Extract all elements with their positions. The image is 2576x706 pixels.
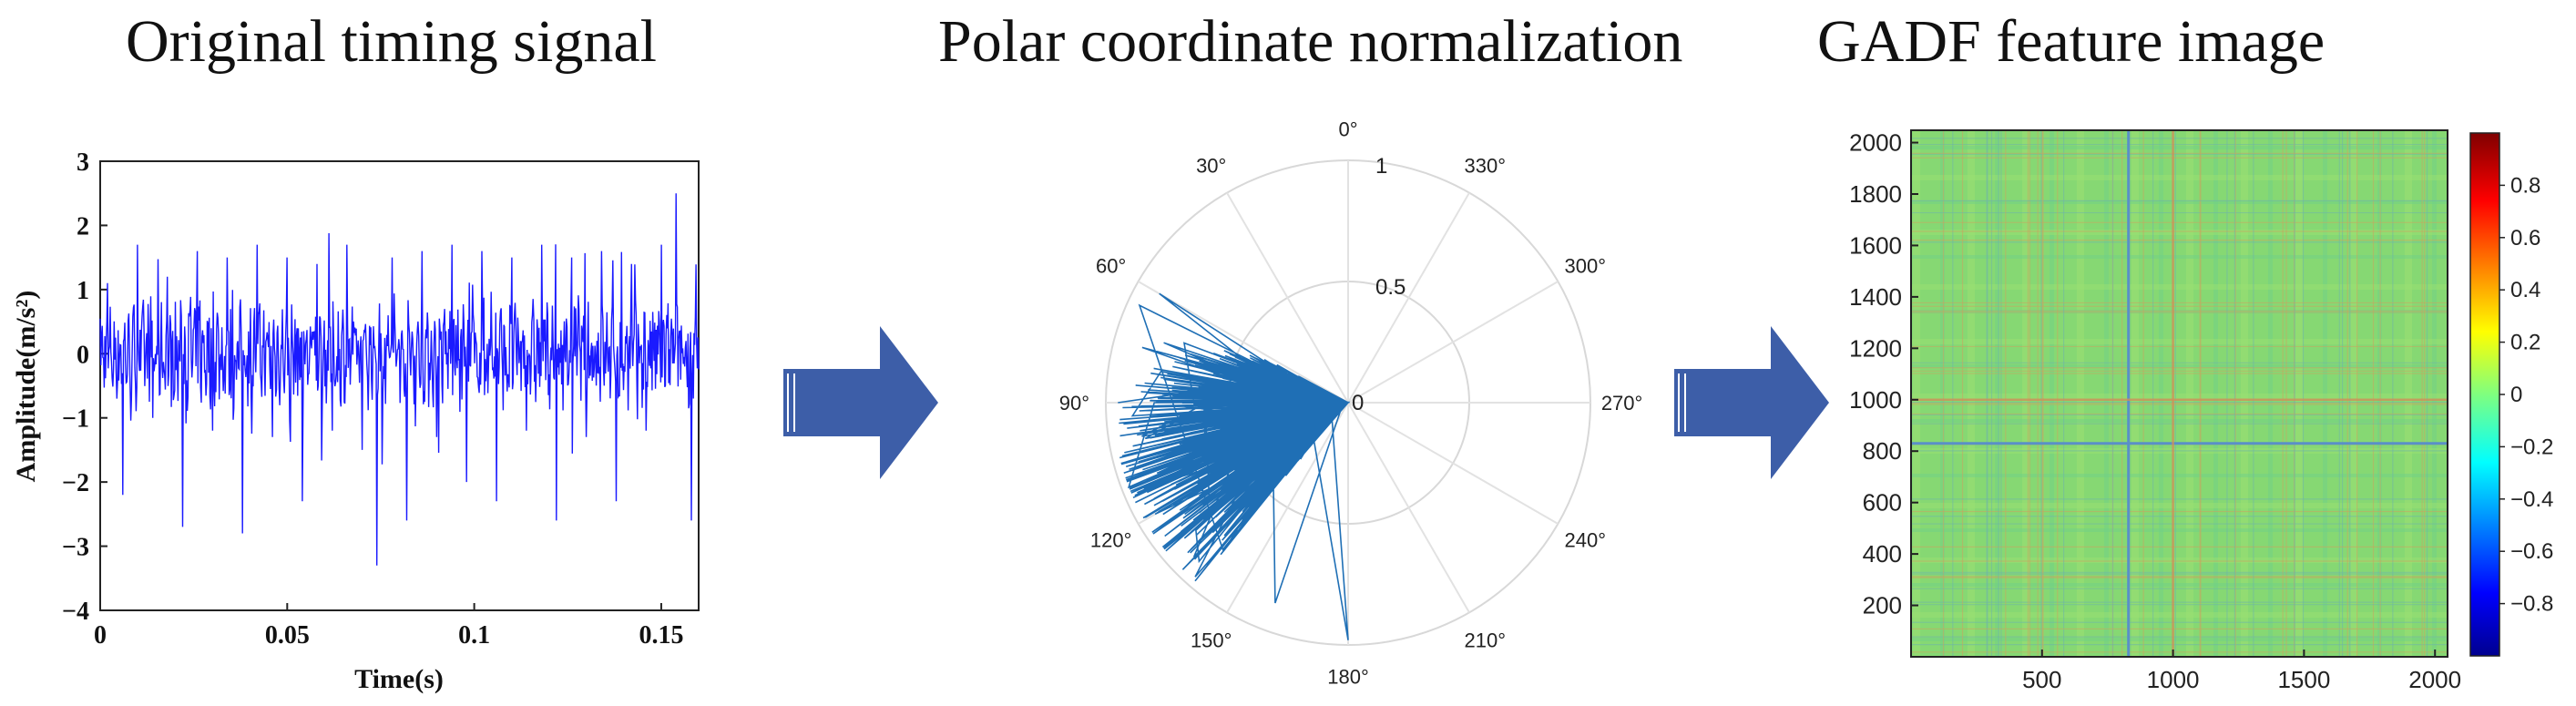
- polar-theta-label: 270°: [1601, 392, 1643, 414]
- polar-r-label: 0.5: [1375, 275, 1406, 300]
- colorbar-tick-label: 0: [2510, 383, 2522, 407]
- signal-ytick-label: −3: [62, 534, 89, 562]
- polar-spoke: [1138, 281, 1349, 404]
- gadf-ytick-label: 1400: [1849, 283, 1902, 311]
- polar-theta-label: 150°: [1191, 629, 1232, 651]
- colorbar: [2469, 132, 2500, 657]
- signal-xtick-label: 0.05: [265, 621, 310, 650]
- gadf-plot-frame: [1910, 129, 2448, 658]
- arrow-right-icon: [1674, 326, 1829, 479]
- gadf-heatmap: 500 1000 1500 20002000180016001400120010008…: [1849, 129, 2553, 693]
- colorbar-tick-label: −0.8: [2510, 592, 2553, 617]
- polar-axis-labels: 0° 30° 60° 90° 120° 150° 180° 210° 240° 270° 300° 3…: [1059, 118, 1643, 688]
- title-original-signal: Original timing signal: [126, 8, 657, 75]
- polar-r-label: 1: [1375, 154, 1387, 179]
- polar-theta-label: 30°: [1196, 155, 1226, 178]
- gadf-image: [1911, 130, 2448, 657]
- polar-theta-label: 90°: [1059, 392, 1089, 414]
- gadf-xtick-label: 2000: [2408, 666, 2461, 693]
- signal-xlabel: Time(s): [354, 664, 444, 694]
- gadf-ytick-label: 1800: [1849, 180, 1902, 208]
- signal-ytick-label: 0: [77, 341, 89, 369]
- polar-series-line: [1118, 292, 1351, 640]
- polar-theta-label: 120°: [1090, 528, 1132, 551]
- title-polar-normalization: Polar coordinate normalization: [938, 8, 1683, 75]
- gadf-ytick-label: 800: [1863, 437, 1902, 465]
- polar-spoke: [1347, 402, 1559, 525]
- colorbar-tick-label: 0.6: [2510, 226, 2540, 251]
- signal-axis-ticks: 0 0.05 0.1 0.15 3 2 1 0 −1 −2 −3 −4: [62, 148, 683, 650]
- colorbar-tick-label: 0.4: [2510, 278, 2540, 302]
- polar-spoke: [1226, 402, 1349, 613]
- polar-theta-label: 330°: [1465, 155, 1507, 178]
- signal-ylabel: Amplitude(m/s²): [11, 291, 41, 483]
- gadf-ytick-label: 1600: [1849, 231, 1902, 259]
- gadf-ytick-label: 1000: [1849, 386, 1902, 414]
- signal-ytick-label: 2: [77, 212, 89, 240]
- colorbar-tick-label: −0.2: [2510, 435, 2553, 459]
- gadf-xtick-label: 1500: [2277, 666, 2330, 693]
- polar-spoke: [1226, 192, 1349, 404]
- polar-chart: 0° 30° 60° 90° 120° 150° 180° 210° 240° 270° 300° 3…: [1059, 118, 1643, 688]
- signal-ytick-label: −4: [62, 598, 89, 626]
- colorbar-tick-label: 0.2: [2510, 331, 2540, 355]
- signal-xtick-label: 0: [94, 621, 107, 650]
- colorbar-tick-label: −0.6: [2510, 539, 2553, 564]
- gadf-xtick-label: 500: [2022, 666, 2061, 693]
- signal-series-line: [99, 193, 700, 566]
- polar-theta-label: 0°: [1338, 118, 1357, 140]
- polar-theta-label: 300°: [1565, 255, 1607, 278]
- colorbar-ticks: 0.8 0.6 0.4 0.2 0 −0.2 −0.4 −0.6 −0.8: [2499, 173, 2553, 617]
- signal-ytick-label: 3: [77, 148, 89, 177]
- gadf-ytick-label: 600: [1863, 489, 1902, 517]
- arrow-right-2: [1674, 326, 1829, 479]
- signal-ytick-label: −1: [62, 405, 89, 434]
- gadf-axis-ticks: 500 1000 1500 2000 2000 1800 1600 1400 1200 1000 8…: [1849, 129, 2461, 693]
- polar-theta-label: 210°: [1465, 629, 1507, 651]
- polar-theta-label: 60°: [1096, 255, 1126, 278]
- signal-ytick-label: −2: [62, 469, 89, 497]
- title-gadf-image: GADF feature image: [1817, 8, 2326, 75]
- polar-theta-label: 240°: [1565, 528, 1607, 551]
- signal-ytick-label: 1: [77, 277, 89, 305]
- signal-xtick-label: 0.1: [458, 621, 490, 650]
- polar-spoke: [1347, 192, 1470, 404]
- polar-spoke: [1347, 281, 1559, 404]
- polar-spoke: [1347, 402, 1470, 613]
- colorbar-tick-label: −0.4: [2510, 487, 2553, 512]
- gadf-ytick-label: 400: [1863, 540, 1902, 568]
- polar-r-label: 0: [1352, 391, 1364, 415]
- arrow-right-1: [783, 326, 938, 479]
- gadf-ytick-label: 2000: [1849, 129, 1902, 157]
- polar-theta-label: 180°: [1327, 666, 1369, 689]
- arrow-right-icon: [783, 326, 938, 479]
- gadf-xtick-label: 1000: [2147, 666, 2200, 693]
- colorbar-tick-label: 0.8: [2510, 173, 2540, 198]
- signal-xtick-label: 0.15: [639, 621, 683, 650]
- gadf-ytick-label: 200: [1863, 592, 1902, 619]
- signal-chart: 0 0.05 0.1 0.15 3 2 1 0 −1 −2 −3 −4 Time(s) Amplitu…: [11, 148, 700, 694]
- gadf-ytick-label: 1200: [1849, 334, 1902, 362]
